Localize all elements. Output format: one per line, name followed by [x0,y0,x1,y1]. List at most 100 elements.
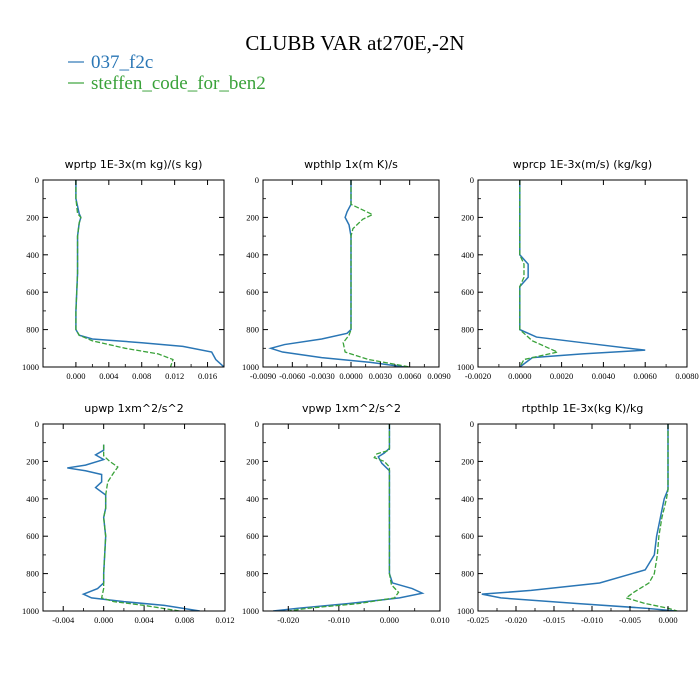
y-tick-label: 400 [246,494,259,504]
series-line-steffen-code-for-ben2 [100,444,180,611]
x-tick-label: 0.000 [66,371,85,381]
y-tick-label: 1000 [457,606,474,616]
y-tick-label: 0 [470,175,474,185]
y-tick-label: 600 [461,531,474,541]
y-tick-label: 200 [26,456,39,466]
y-tick-label: 800 [246,325,259,335]
series-line-steffen-code-for-ben2 [342,180,410,367]
x-tick-label: -0.0090 [250,371,276,381]
x-tick-label: -0.0030 [309,371,335,381]
x-tick-label: 0.0000 [508,371,531,381]
x-tick-label: 0.012 [165,371,184,381]
y-tick-label: 400 [26,250,39,260]
figure-title: CLUBB VAR at270E,-2N [245,31,464,55]
y-tick-label: 600 [461,287,474,297]
y-tick-label: 1000 [22,362,39,372]
panel-title: wprcp 1E-3x(m/s) (kg/kg) [513,158,652,171]
y-tick-label: 600 [26,287,39,297]
plot-frame [477,179,688,368]
y-tick-label: 400 [26,494,39,504]
y-tick-label: 600 [26,531,39,541]
x-tick-label: 0.000 [658,615,677,625]
y-tick-label: 800 [461,569,474,579]
plot-frame [42,423,226,612]
y-tick-label: 800 [26,569,39,579]
panel-title: wprtp 1E-3x(m kg)/(s kg) [65,158,203,171]
y-tick-label: 800 [26,325,39,335]
x-tick-label: -0.0020 [465,371,491,381]
legend: 037_f2c steffen_code_for_ben2 [68,52,266,94]
x-tick-label: 0.0040 [592,371,615,381]
x-tick-label: 0.012 [215,615,234,625]
panel-4: upwp 1xm^2/s^2 -0.004 0.000 0.004 0.008 0.012… [22,402,235,625]
x-tick-label: -0.020 [505,615,527,625]
series-line-037-f2c [75,180,224,367]
x-tick-label: 0.0020 [550,371,573,381]
series-line-037-f2c [273,424,425,611]
y-tick-label: 1000 [242,606,259,616]
x-tick-label: -0.004 [52,615,75,625]
panel-grid: wprtp 1E-3x(m kg)/(s kg)0.000 0.004 0.008 0… [22,158,699,625]
x-tick-label: 0.016 [198,371,217,381]
y-tick-label: 200 [246,456,259,466]
y-tick-label: 1000 [457,362,474,372]
panel-title: wpthlp 1x(m K)/s [304,158,398,171]
panel-2: wpthlp 1x(m K)/s -0.0090 -0.0060 -0.0030 0.0… [242,158,451,381]
y-tick-label: 600 [246,287,259,297]
series-line-037-f2c [519,180,646,367]
x-tick-label: -0.010 [328,615,350,625]
x-tick-label: -0.010 [581,615,603,625]
y-tick-label: 200 [461,212,474,222]
series-line-steffen-code-for-ben2 [75,180,174,367]
y-tick-label: 0 [255,419,259,429]
x-tick-label: -0.020 [277,615,299,625]
y-tick-label: 0 [470,419,474,429]
x-tick-label: 0.0080 [675,371,698,381]
x-tick-label: 0.0060 [634,371,657,381]
x-tick-label: 0.004 [135,615,155,625]
legend-label-037-f2c: 037_f2c [91,52,153,73]
x-tick-label: 0.000 [380,615,399,625]
y-tick-label: 0 [255,175,259,185]
x-tick-label: 0.0060 [398,371,421,381]
y-tick-label: 1000 [242,362,259,372]
x-tick-label: 0.010 [430,615,449,625]
x-tick-label: -0.005 [619,615,641,625]
y-tick-label: 0 [35,419,39,429]
panel-title: vpwp 1xm^2/s^2 [302,402,401,415]
x-tick-label: -0.0060 [279,371,305,381]
y-tick-label: 200 [26,212,39,222]
y-tick-label: 1000 [22,606,39,616]
plot-frame [42,179,225,368]
x-tick-label: -0.015 [543,615,565,625]
x-tick-label: 0.004 [99,371,119,381]
y-tick-label: 800 [461,325,474,335]
y-tick-label: 800 [246,569,259,579]
legend-label-steffen-code-for-ben2: steffen_code_for_ben2 [91,73,266,94]
x-tick-label: 0.008 [132,371,151,381]
x-tick-label: 0.0000 [339,371,362,381]
series-line-037-f2c [268,180,405,367]
series-line-037-f2c [481,424,676,611]
panel-1: wprtp 1E-3x(m kg)/(s kg) 0.000 0.004 0.008 0… [22,158,225,381]
y-tick-label: 200 [461,456,474,466]
panel-title: rtpthlp 1E-3x(kg K)/kg [522,402,644,415]
y-tick-label: 400 [461,494,474,504]
panel-title: upwp 1xm^2/s^2 [84,402,184,415]
y-tick-label: 0 [35,175,39,185]
x-tick-label: 0.008 [175,615,194,625]
series-line-steffen-code-for-ben2 [624,424,678,611]
y-tick-label: 600 [246,531,259,541]
y-tick-label: 400 [461,250,474,260]
panel-5: vpwp 1xm^2/s^2 -0.020 -0.010 0.000 0.010 0 200… [242,402,450,625]
x-tick-label: 0.0090 [427,371,450,381]
x-tick-label: 0.0030 [369,371,392,381]
series-line-steffen-code-for-ben2 [288,424,400,611]
panel-3: wprcp 1E-3x(m/s) (kg/kg) -0.0020 0.0000 0.0… [457,158,699,381]
y-tick-label: 200 [246,212,259,222]
plot-frame [477,423,688,612]
x-tick-label: -0.025 [467,615,489,625]
series-line-037-f2c [67,444,200,611]
y-tick-label: 400 [246,250,259,260]
